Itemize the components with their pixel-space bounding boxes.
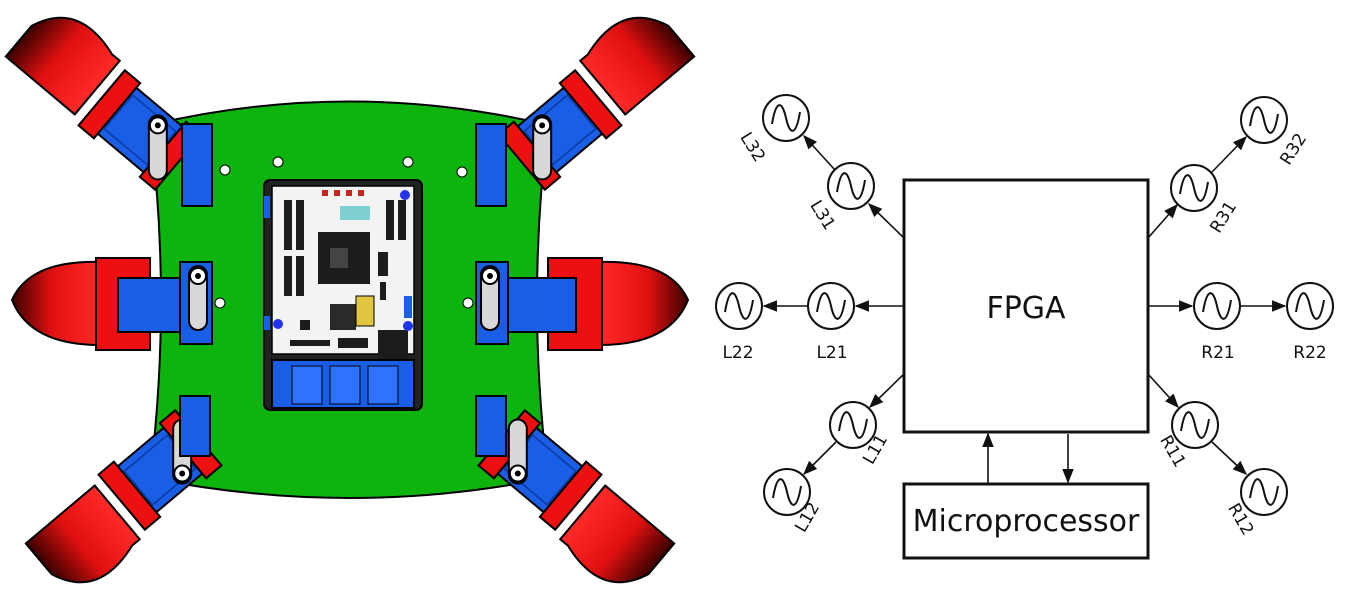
leg-back-left [24, 409, 223, 584]
servo-front-right-mount [475, 123, 507, 207]
label-r21: R21 [1201, 343, 1234, 363]
arrow-fpga-r11 [1147, 373, 1179, 409]
oscillator-r22-icon [1286, 282, 1334, 330]
label-l22: L22 [722, 343, 753, 363]
microprocessor-block [902, 482, 1150, 560]
hexapod-robot-render [4, 16, 696, 584]
arrow-l31-l32 [803, 134, 836, 171]
controller-board [263, 179, 423, 411]
leg-front-left [4, 16, 203, 191]
arrow-l11-l12 [802, 441, 837, 476]
oscillator-l32-icon [762, 94, 810, 142]
arrow-fpga-r31 [1147, 203, 1178, 239]
servo-back-left-mount [179, 395, 211, 457]
oscillator-r21-icon [1193, 282, 1241, 330]
arrow-fpga-l31 [867, 202, 905, 239]
oscillator-l21-icon [807, 282, 855, 330]
arrow-fpga-l11 [868, 373, 905, 409]
oscillator-r32-icon [1240, 96, 1288, 144]
label-r22: R22 [1293, 343, 1326, 363]
label-l21: L21 [816, 343, 847, 363]
servo-back-right-mount [475, 395, 507, 457]
leg-middle-left [10, 257, 213, 351]
fpga-block [902, 178, 1150, 434]
arrow-r11-r12 [1211, 441, 1248, 475]
leg-middle-right [475, 257, 690, 351]
oscillator-l22-icon [715, 282, 763, 330]
leg-front-right [497, 16, 696, 191]
mounting-holes [214, 156, 474, 309]
microprocessor-label: Microprocessor [913, 504, 1140, 539]
servo-front-left-mount [181, 123, 213, 207]
oscillator-r12-icon [1240, 468, 1288, 516]
leg-back-right [477, 409, 676, 584]
fpga-label: FPGA [986, 291, 1066, 326]
arrow-r31-r32 [1211, 135, 1248, 173]
label-l32: L32 [736, 129, 769, 166]
oscillator-r31-icon [1170, 164, 1218, 212]
